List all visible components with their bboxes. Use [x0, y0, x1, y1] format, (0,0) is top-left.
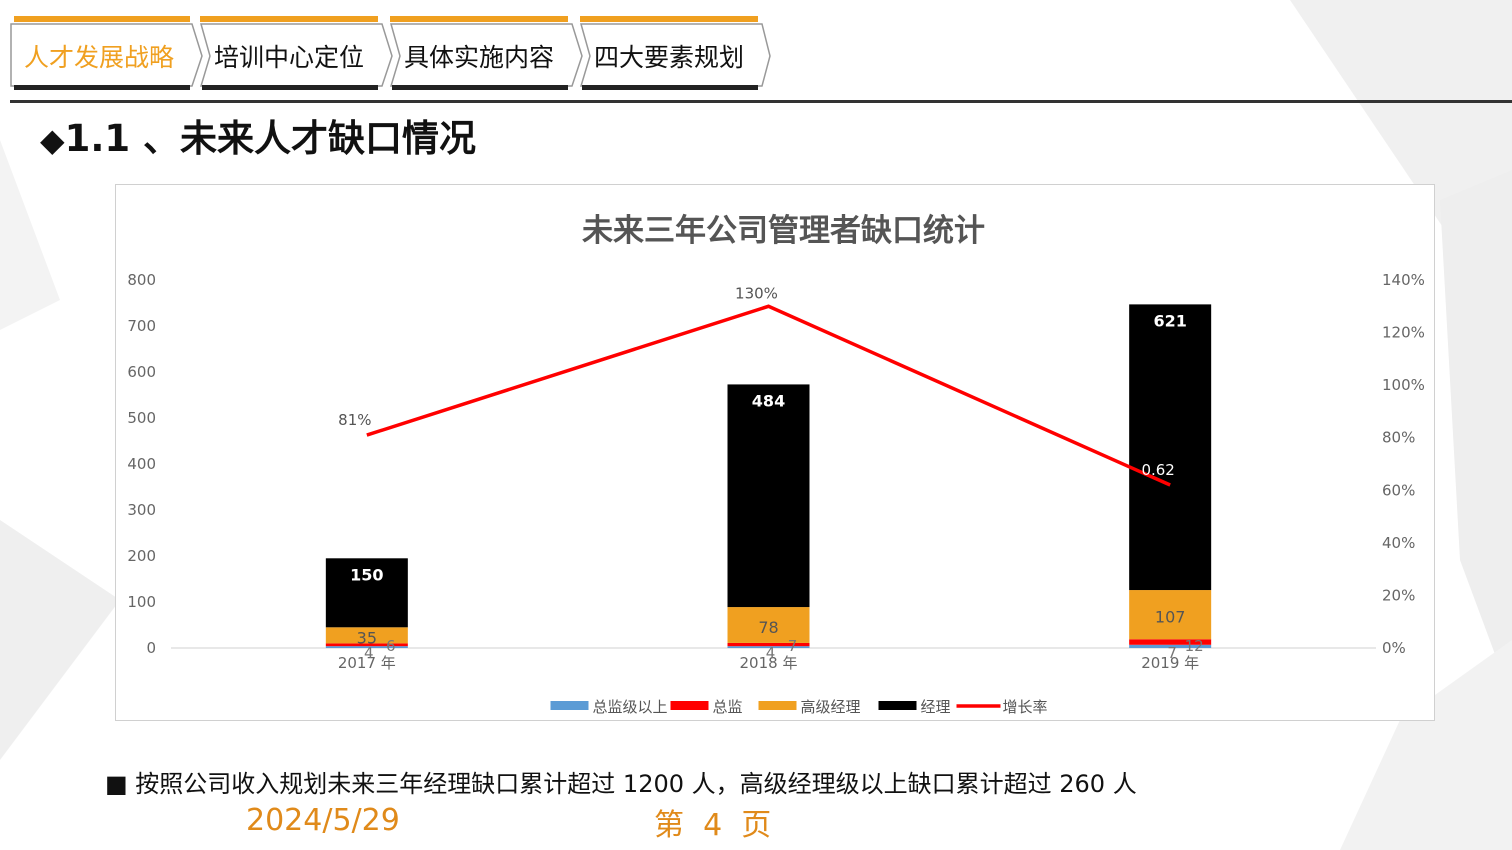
- bar-segment: [727, 384, 810, 608]
- y-tick-label: 500: [127, 409, 156, 427]
- y2-tick-label: 140%: [1382, 271, 1425, 289]
- legend-swatch: [758, 701, 797, 710]
- data-label: 150: [350, 565, 383, 584]
- data-label: 4: [364, 644, 374, 662]
- y2-tick-label: 60%: [1382, 481, 1415, 499]
- y-tick-label: 800: [127, 271, 156, 289]
- x-tick-label: 2018 年: [740, 654, 798, 672]
- y2-tick-label: 80%: [1382, 429, 1415, 447]
- y2-tick-label: 40%: [1382, 534, 1415, 552]
- y2-tick-label: 120%: [1382, 324, 1425, 342]
- chart-container: 未来三年公司管理者缺口统计 0 100 200 300 400 500 600 700 800 0%…: [115, 184, 1435, 721]
- bar-segment: [1129, 590, 1212, 640]
- data-label: 484: [752, 391, 785, 410]
- tab-training-center[interactable]: 培训中心定位: [200, 16, 393, 90]
- y2-tick-label: 20%: [1382, 586, 1415, 604]
- line-data-label: 130%: [735, 284, 778, 302]
- line-data-label: 0.62: [1141, 461, 1174, 479]
- tab-implementation[interactable]: 具体实施内容: [390, 16, 583, 90]
- y-tick-label: 100: [127, 593, 156, 611]
- legend-label: 高级经理: [801, 698, 861, 716]
- growth-rate-line: [366, 304, 1171, 487]
- y-tick-label: 300: [127, 501, 156, 519]
- tab-label: 培训中心定位: [214, 43, 365, 72]
- footer-page-number: 第 4 页: [654, 808, 772, 843]
- data-label: 621: [1153, 311, 1186, 330]
- section-heading: ◆1.1 、未来人才缺口情况: [40, 108, 476, 162]
- data-label: 12: [1185, 637, 1204, 655]
- bar-segment: [325, 643, 408, 647]
- bar-segment: [1129, 639, 1212, 645]
- y-tick-label: 400: [127, 455, 156, 473]
- bar-segment: [727, 642, 810, 647]
- chart-title: 未来三年公司管理者缺口统计: [582, 213, 985, 249]
- data-label: 7: [1167, 644, 1177, 662]
- tab-talent-strategy[interactable]: 人才发展战略: [10, 16, 203, 90]
- tab-four-elements[interactable]: 四大要素规划: [580, 16, 771, 90]
- legend-swatch: [878, 701, 917, 710]
- legend-label: 经理: [921, 698, 951, 716]
- data-label: 6: [386, 637, 396, 655]
- y2-tick-label: 0%: [1382, 639, 1406, 657]
- footer-date: 2024/5/29: [246, 803, 400, 838]
- tab-label: 人才发展战略: [24, 43, 175, 72]
- data-label: 4: [766, 644, 776, 662]
- tab-shape: [580, 16, 771, 90]
- bar-segment: [727, 607, 810, 643]
- y2-tick-label: 100%: [1382, 376, 1425, 394]
- x-tick-label: 2019 年: [1141, 654, 1199, 672]
- diamond-icon: ◆: [40, 121, 65, 159]
- data-label: 107: [1155, 608, 1186, 627]
- tab-shape: [200, 16, 393, 90]
- legend-label: 总监: [713, 698, 743, 716]
- y-tick-label: 200: [127, 547, 156, 565]
- tab-label: 具体实施内容: [404, 43, 555, 72]
- summary-bullet: ■ 按照公司收入规划未来三年经理缺口累计超过 1200 人，高级经理级以上缺口累…: [105, 770, 1137, 798]
- tab-label: 四大要素规划: [594, 43, 745, 72]
- data-label: 78: [758, 618, 778, 637]
- bar-segment: [727, 646, 810, 648]
- tab-shape: [10, 16, 203, 90]
- tab-shape: [390, 16, 583, 90]
- legend-swatch: [550, 701, 589, 710]
- bar-segment: [1129, 304, 1212, 591]
- section-title: 1.1 、未来人才缺口情况: [64, 117, 477, 160]
- bar-segment: [1129, 644, 1212, 648]
- data-label: 35: [357, 628, 377, 647]
- bar-segment: [325, 627, 408, 644]
- x-tick-label: 2017 年: [338, 654, 396, 672]
- legend-label: 总监级以上: [593, 698, 668, 716]
- bar-segment: [325, 646, 408, 648]
- header-divider: [10, 100, 1512, 103]
- stacked-bar-line-chart: 未来三年公司管理者缺口统计 0 100 200 300 400 500 600 700 800 0%…: [127, 213, 1425, 716]
- y-tick-label: 600: [127, 363, 156, 381]
- bar-segment: [325, 558, 408, 628]
- legend-swatch: [670, 701, 709, 710]
- legend-label: 增长率: [1003, 698, 1048, 716]
- data-label: 7: [788, 637, 798, 655]
- y-tick-label: 0: [146, 639, 156, 657]
- line-data-label: 81%: [338, 411, 371, 429]
- section-tabs: 人才发展战略 培训中心定位 具体实施内容 四大要素规划: [10, 16, 771, 90]
- y-tick-label: 700: [127, 317, 156, 335]
